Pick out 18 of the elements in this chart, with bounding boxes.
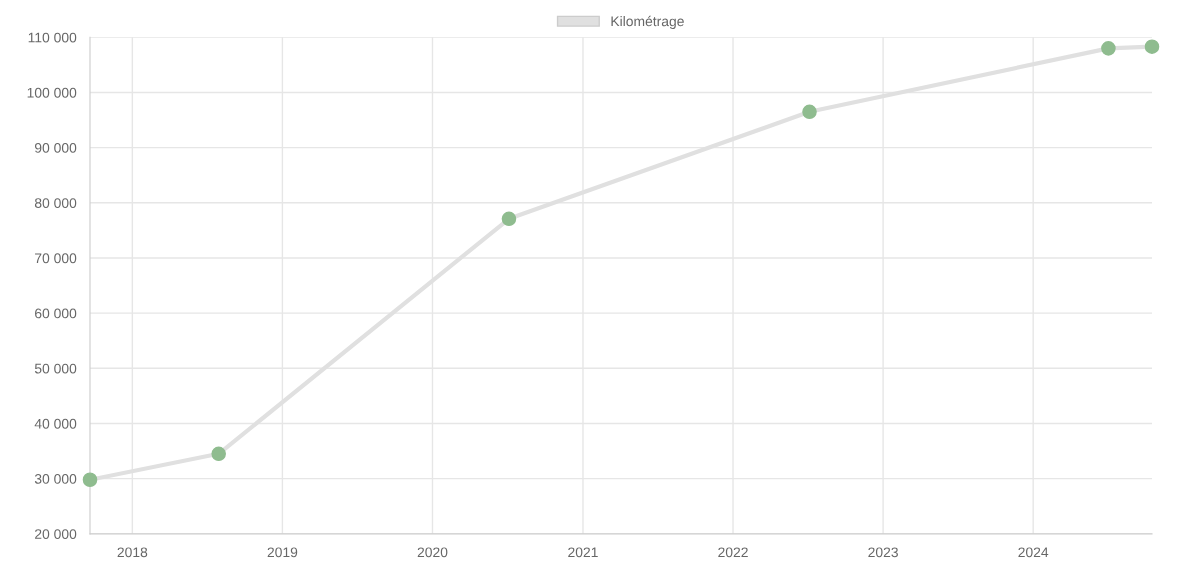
x-tick-label: 2022	[718, 547, 748, 558]
y-tick-label: 20 000	[35, 529, 77, 539]
y-tick-label: 50 000	[34, 363, 77, 374]
x-tick-label: 2021	[568, 547, 598, 558]
x-tick-label: 2024	[1018, 547, 1049, 558]
y-tick-label: 100 000	[27, 87, 77, 98]
y-tick-label: 60 000	[35, 308, 77, 319]
y-tick-label: 90 000	[34, 142, 77, 153]
y-tick-label: 30 000	[34, 473, 77, 484]
x-tick-label: 2023	[868, 547, 898, 558]
y-tick-label: 80 000	[34, 198, 77, 208]
y-tick-label: 70 000	[35, 253, 77, 264]
legend-label: Kilométrage	[611, 15, 684, 29]
x-tick-label: 2020	[417, 547, 448, 558]
y-tick-label: 40 000	[34, 418, 77, 429]
x-tick-label: 2018	[117, 547, 148, 558]
y-tick-label: 110 000	[28, 32, 77, 43]
x-tick-label: 2019	[267, 547, 298, 558]
